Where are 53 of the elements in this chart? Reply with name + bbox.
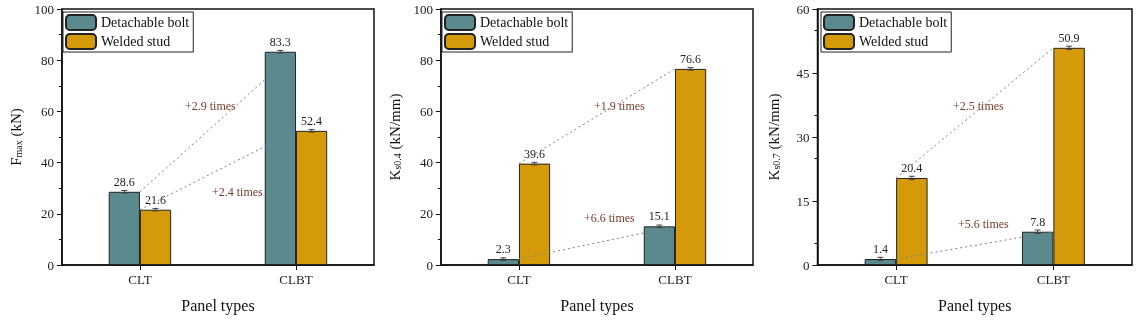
data-label: 83.3 — [269, 34, 291, 49]
y-tick-label: 30 — [796, 129, 810, 145]
y-tick-label: 45 — [796, 65, 810, 81]
y-tick-label: 20 — [419, 206, 433, 222]
data-label: 39.6 — [524, 146, 546, 161]
y-tick-label: 40 — [419, 155, 433, 171]
x-tick-label: CLT — [128, 272, 152, 287]
annotation: +5.6 times — [958, 217, 1010, 231]
x-tick-label: CLT — [884, 272, 908, 287]
x-tick-label: CLT — [507, 272, 531, 287]
legend-label: Detachable bolt — [480, 15, 569, 30]
legend-label: Welded stud — [859, 34, 929, 49]
legend-label: Detachable bolt — [859, 15, 948, 30]
y-tick-label: 40 — [40, 155, 54, 171]
annotation: +1.9 times — [594, 99, 646, 113]
y-tick-label: 15 — [796, 193, 810, 209]
data-label: 76.6 — [680, 51, 702, 66]
y-tick-label: 0 — [803, 257, 810, 273]
data-label: 2.3 — [495, 242, 511, 257]
y-tick-label: 80 — [40, 52, 54, 68]
y-axis-title: Ks0.7 (kN/mm) — [765, 93, 783, 181]
y-tick-label: 60 — [40, 103, 54, 119]
y-tick-label: 0 — [426, 257, 433, 273]
x-tick-label: CLBT — [279, 272, 313, 287]
y-tick-label: 100 — [34, 1, 54, 17]
annotation: +6.6 times — [584, 211, 636, 225]
annotation: +2.9 times — [185, 99, 237, 113]
data-label: 15.1 — [648, 209, 670, 224]
y-axis-title: Ks0.4 (kN/mm) — [386, 93, 404, 181]
data-label: 28.6 — [113, 174, 135, 189]
data-label: 1.4 — [872, 242, 888, 257]
legend-label: Detachable bolt — [101, 15, 190, 30]
y-tick-label: 100 — [413, 1, 433, 17]
data-label: 21.6 — [145, 192, 167, 207]
data-label: 52.4 — [301, 113, 323, 128]
annotation: +2.4 times — [212, 185, 264, 199]
data-label: 50.9 — [1058, 30, 1080, 45]
x-tick-label: CLBT — [658, 272, 692, 287]
y-axis-title: Fmax (kN) — [7, 108, 25, 166]
data-label: 20.4 — [901, 160, 923, 175]
data-label: 7.8 — [1030, 214, 1046, 229]
x-axis-title: Panel types — [938, 296, 1012, 315]
y-tick-label: 60 — [796, 1, 810, 17]
y-tick-label: 60 — [419, 103, 433, 119]
legend-label: Welded stud — [480, 34, 550, 49]
x-tick-label: CLBT — [1036, 272, 1071, 287]
y-tick-label: 20 — [40, 206, 54, 222]
annotation: +2.5 times — [953, 99, 1005, 113]
y-tick-label: 80 — [419, 52, 433, 68]
x-axis-title: Panel types — [560, 296, 634, 315]
legend-label: Welded stud — [101, 34, 171, 49]
x-axis-title: Panel types — [181, 296, 255, 315]
y-tick-label: 0 — [47, 257, 54, 273]
